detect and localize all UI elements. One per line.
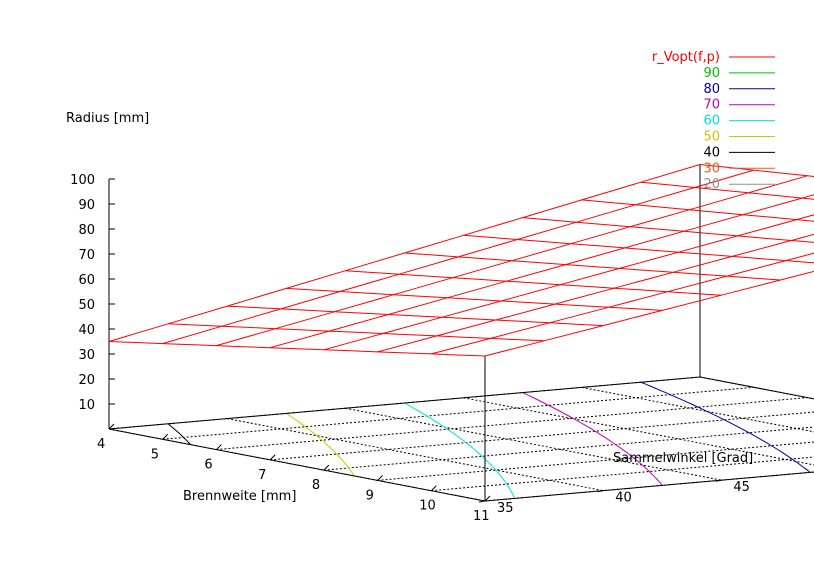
- surface-mesh: [108, 164, 814, 357]
- y-tick-mark: [478, 500, 486, 503]
- surface-mesh-line: [522, 217, 814, 243]
- surface-mesh-line: [484, 270, 814, 357]
- y-axis-label: Sammelwinkel [Grad]: [613, 451, 753, 466]
- x-tick-label: 4: [97, 437, 105, 452]
- z-tick-label: 90: [78, 198, 95, 213]
- floor-grid-line: [162, 386, 754, 440]
- x-tick-label: 8: [312, 478, 320, 493]
- z-tick-label: 50: [78, 298, 95, 313]
- x-tick-mark: [484, 495, 491, 502]
- contour-line-70: [522, 392, 663, 486]
- surface-mesh-line: [168, 323, 545, 342]
- floor-contours: [167, 381, 811, 499]
- x-tick-mark: [108, 423, 115, 430]
- floor-left-edge: [108, 376, 701, 430]
- x-tick-mark: [216, 444, 222, 450]
- legend-label: 60: [703, 114, 720, 129]
- legend-label: 90: [703, 66, 720, 81]
- floor-grid-line: [323, 426, 814, 471]
- surface-mesh-line: [463, 234, 814, 264]
- contour-line-80: [640, 381, 811, 473]
- surface-mesh-line: [323, 214, 814, 351]
- z-tick-label: 20: [78, 373, 95, 388]
- x-tick-label: 5: [151, 447, 159, 462]
- surface-mesh-line: [404, 252, 781, 281]
- y-tick-mark: [715, 479, 722, 482]
- x-tick-mark: [323, 464, 330, 471]
- x-tick-label: 9: [366, 488, 374, 503]
- y-tick-label: 35: [497, 501, 514, 516]
- x-tick-mark: [162, 433, 169, 440]
- floor-grid-line: [431, 456, 814, 492]
- z-tick-label: 100: [70, 173, 95, 188]
- y-tick-label: 45: [733, 480, 750, 495]
- legend-label: 80: [703, 82, 720, 97]
- contour-line-50: [286, 412, 355, 476]
- legend-label: 20: [703, 177, 720, 192]
- floor-grid-line: [581, 386, 814, 433]
- z-axis-label: Radius [mm]: [66, 111, 149, 126]
- z-tick-label: 30: [78, 348, 95, 363]
- surface-mesh-line: [345, 270, 722, 296]
- x-axis-line: [108, 428, 486, 502]
- surface-mesh-line: [699, 164, 814, 177]
- x-tick-label: 7: [258, 468, 266, 483]
- floor-grid-line: [227, 418, 604, 492]
- x-tick-label: 6: [204, 458, 212, 473]
- z-tick-label: 70: [78, 248, 95, 263]
- y-tick-mark: [597, 490, 604, 493]
- legend-label: 30: [703, 161, 720, 176]
- floor-grid-line: [345, 407, 722, 481]
- contour-line-60: [404, 402, 515, 499]
- surface-mesh-line: [581, 199, 814, 222]
- z-tick-label: 60: [78, 273, 95, 288]
- y-tick-label: 40: [615, 491, 632, 506]
- legend-label: r_Vopt(f,p): [652, 50, 720, 65]
- floor-grid-line: [377, 441, 814, 481]
- x-tick-mark: [430, 485, 437, 492]
- surface-mesh-line: [108, 341, 486, 357]
- x-axis-label: Brennweite [mm]: [183, 489, 296, 504]
- z-tick-label: 40: [78, 323, 95, 338]
- tick-labels: 4567891011354045505560102030405060708090…: [70, 173, 750, 524]
- legend-label: 70: [703, 98, 720, 113]
- surface-mesh-line: [640, 181, 814, 200]
- z-tick-label: 80: [78, 223, 95, 238]
- legend-label: 40: [703, 145, 720, 160]
- x-tick-label: 11: [473, 509, 490, 524]
- y-axis-line: [484, 471, 814, 502]
- floor-back-edge: [699, 376, 814, 400]
- floor-grid-line: [216, 397, 808, 451]
- x-tick-label: 10: [419, 499, 436, 514]
- surface-mesh-line: [227, 305, 604, 327]
- z-tick-label: 10: [78, 398, 95, 413]
- x-tick-mark: [377, 475, 383, 481]
- surface-mesh-line: [431, 252, 814, 355]
- x-tick-mark: [269, 454, 276, 461]
- surface-mesh-line: [286, 287, 663, 311]
- legend-label: 50: [703, 130, 720, 145]
- floor-grid-line: [270, 411, 814, 461]
- contour-line-40: [167, 423, 192, 445]
